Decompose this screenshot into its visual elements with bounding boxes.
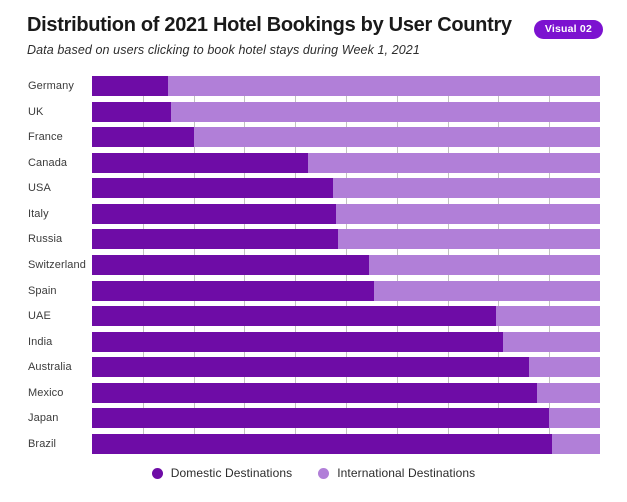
chart-legend: Domestic Destinations International Desti…	[0, 466, 627, 480]
page-subtitle: Data based on users clicking to book hot…	[27, 43, 420, 57]
international-bar-segment	[92, 203, 600, 224]
domestic-bar-segment	[92, 331, 504, 352]
stacked-bar-chart: Germany UK France Canada USA Italy Russia Switz…	[0, 76, 627, 454]
legend-item-domestic: Domestic Destinations	[151, 466, 293, 480]
domestic-bar-segment	[92, 382, 537, 403]
chart-row: Spain	[0, 280, 627, 301]
row-label: France	[28, 131, 63, 144]
chart-row: France	[0, 127, 627, 148]
domestic-bar-segment	[92, 408, 550, 429]
row-label: Japan	[28, 412, 59, 425]
legend-dot-icon	[151, 467, 163, 479]
international-bar-segment	[92, 101, 600, 122]
row-label: Brazil	[28, 437, 57, 450]
domestic-bar-segment	[92, 306, 496, 327]
domestic-bar-segment	[92, 254, 369, 275]
international-bar-segment	[92, 331, 600, 352]
domestic-bar-segment	[92, 127, 194, 148]
domestic-bar-segment	[92, 280, 374, 301]
domestic-bar-segment	[92, 357, 529, 378]
domestic-bar-segment	[92, 203, 336, 224]
legend-item-international: International Destinations	[318, 466, 475, 480]
row-label: Australia	[28, 361, 72, 374]
international-bar-segment	[92, 382, 600, 403]
international-bar-segment	[92, 127, 600, 148]
chart-row: Italy	[0, 203, 627, 224]
chart-row: Brazil	[0, 433, 627, 454]
international-bar-segment	[92, 76, 600, 96]
domestic-bar-segment	[92, 152, 308, 173]
domestic-bar-segment	[92, 229, 339, 250]
legend-label: Domestic Destinations	[170, 466, 293, 480]
row-label: UK	[28, 105, 44, 118]
row-label: India	[28, 335, 53, 348]
international-bar-segment	[92, 229, 600, 250]
row-label: Switzerland	[28, 258, 86, 271]
chart-row: Canada	[0, 152, 627, 173]
chart-row: UAE	[0, 306, 627, 327]
row-label: Spain	[28, 284, 57, 297]
chart-row: Japan	[0, 408, 627, 429]
international-bar-segment	[92, 433, 600, 454]
international-bar-segment	[92, 254, 600, 275]
row-label: Mexico	[28, 386, 64, 399]
legend-dot-icon	[318, 467, 330, 479]
domestic-bar-segment	[92, 433, 552, 454]
visual-number-badge: Visual 02	[533, 20, 603, 39]
row-label: UAE	[28, 310, 51, 323]
international-bar-segment	[92, 306, 600, 327]
international-bar-segment	[92, 357, 600, 378]
chart-row: Germany	[0, 76, 627, 96]
chart-row: Australia	[0, 357, 627, 378]
chart-row: Mexico	[0, 382, 627, 403]
chart-row: Switzerland	[0, 254, 627, 275]
row-label: Canada	[28, 156, 68, 169]
chart-row: UK	[0, 101, 627, 122]
row-label: Russia	[28, 233, 63, 246]
domestic-bar-segment	[92, 101, 171, 122]
international-bar-segment	[92, 280, 600, 301]
chart-row: USA	[0, 178, 627, 199]
row-label: Italy	[28, 207, 49, 220]
page-title: Distribution of 2021 Hotel Bookings by U…	[27, 14, 512, 36]
chart-row: India	[0, 331, 627, 352]
legend-label: International Destinations	[337, 466, 476, 480]
row-label: USA	[28, 182, 51, 195]
row-label: Germany	[28, 80, 74, 92]
international-bar-segment	[92, 408, 600, 429]
domestic-bar-segment	[92, 76, 169, 96]
international-bar-segment	[92, 178, 600, 199]
chart-header: Distribution of 2021 Hotel Bookings by U…	[27, 13, 527, 57]
domestic-bar-segment	[92, 178, 334, 199]
chart-row: Russia	[0, 229, 627, 250]
international-bar-segment	[92, 152, 600, 173]
